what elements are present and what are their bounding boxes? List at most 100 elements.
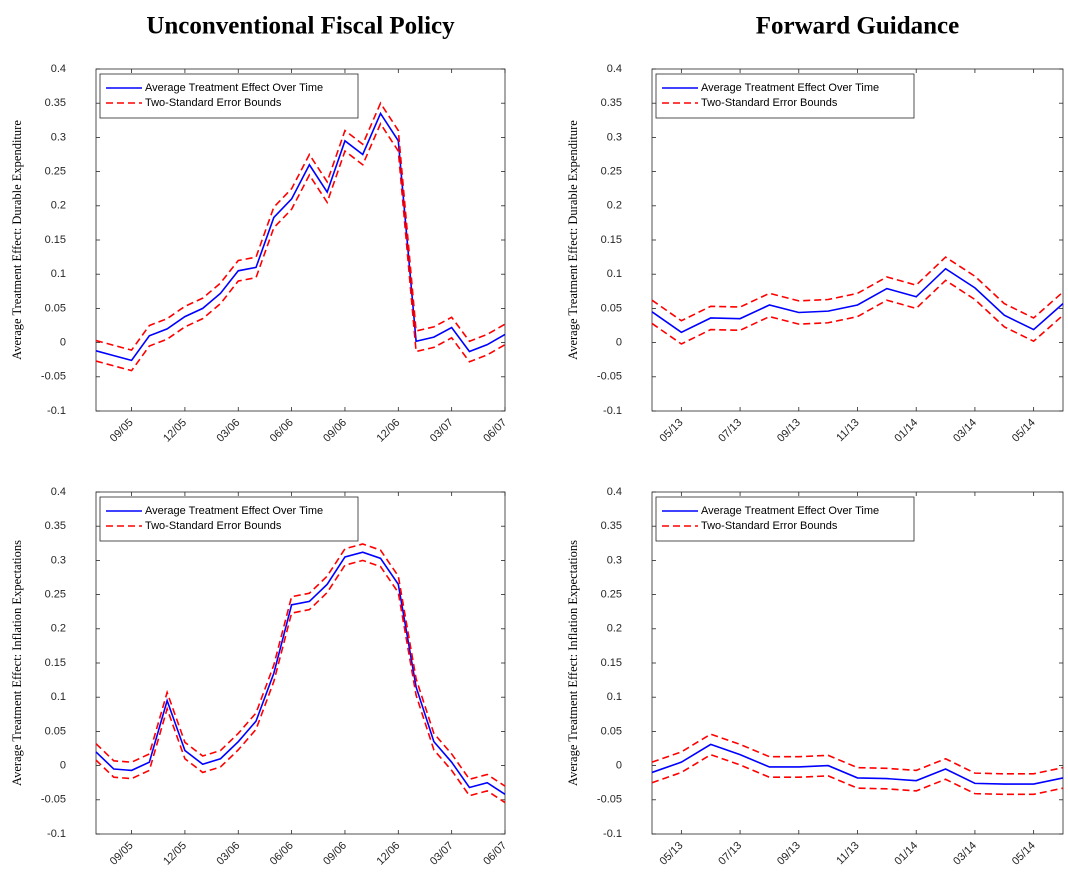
y-tick-label: -0.05 (41, 371, 66, 383)
x-tick-label: 06/06 (268, 840, 296, 868)
y-tick-label: 0.15 (601, 657, 622, 669)
y-tick-label: 0.05 (601, 302, 622, 314)
y-tick-label: 0.4 (607, 63, 622, 75)
legend-box (655, 73, 915, 119)
y-tick-label: 0.35 (601, 97, 622, 109)
x-tick-label: 06/07 (481, 840, 509, 868)
y-tick-label: 0.3 (51, 554, 66, 566)
x-tick-label: 05/14 (1010, 417, 1038, 445)
x-tick-label: 09/06 (321, 417, 349, 445)
x-tick-label: 03/07 (428, 417, 456, 445)
y-axis-label: Average Treatment Effect: Durable Expend… (566, 120, 580, 360)
y-tick-label: 0.1 (51, 268, 66, 280)
y-tick-label: 0.25 (45, 166, 66, 178)
y-tick-label: 0 (616, 337, 622, 349)
legend-label: Two-Standard Error Bounds (145, 520, 282, 532)
y-tick-label: 0.2 (607, 200, 622, 212)
x-tick-label: 01/14 (892, 840, 920, 868)
y-tick-label: 0.1 (51, 691, 66, 703)
x-tick-label: 09/05 (108, 840, 136, 868)
y-axis-label: Average Treatment Effect: Durable Expend… (10, 120, 24, 360)
panel-title: Unconventional Fiscal Policy (146, 13, 455, 40)
legend-box (655, 496, 915, 542)
legend-label: Average Treatment Effect Over Time (145, 82, 323, 94)
legend-label: Average Treatment Effect Over Time (145, 505, 323, 517)
y-tick-label: 0.35 (45, 520, 66, 532)
y-tick-label: 0.4 (51, 63, 66, 75)
y-tick-label: 0.1 (607, 691, 622, 703)
x-tick-label: 06/07 (481, 417, 509, 445)
y-tick-label: 0.05 (601, 725, 622, 737)
y-tick-label: -0.1 (603, 405, 622, 417)
series-line (95, 111, 506, 362)
y-axis-label: Average Treatment Effect: Inflation Expe… (566, 540, 580, 786)
y-tick-label: -0.1 (47, 828, 66, 840)
panel: Forward Guidance Average Treatment Effect… (566, 13, 1064, 445)
series-line (651, 743, 1064, 785)
legend-box (99, 73, 359, 119)
x-tick-label: 03/07 (428, 840, 456, 868)
series-line (651, 256, 1064, 322)
x-tick-label: 12/06 (375, 417, 403, 445)
plot-area (95, 491, 506, 835)
y-tick-label: 0.1 (607, 268, 622, 280)
y-tick-label: -0.1 (47, 405, 66, 417)
panel: Unconventional Fiscal Policy Average Trea… (10, 13, 509, 445)
x-tick-label: 03/06 (214, 417, 242, 445)
series-line (95, 551, 506, 795)
x-tick-label: 07/13 (716, 417, 744, 445)
legend-label: Two-Standard Error Bounds (145, 97, 282, 109)
y-tick-label: 0.4 (607, 486, 622, 498)
y-tick-label: 0.4 (51, 486, 66, 498)
x-tick-label: 11/13 (834, 417, 861, 444)
legend-box (99, 496, 359, 542)
x-tick-label: 05/13 (658, 840, 686, 868)
x-tick-label: 09/06 (321, 840, 349, 868)
y-tick-label: 0.25 (601, 166, 622, 178)
series-line (95, 559, 506, 804)
x-tick-label: 09/13 (775, 417, 803, 445)
y-tick-label: -0.05 (41, 794, 66, 806)
y-tick-label: -0.05 (597, 794, 622, 806)
panel: Average Treatment Effect: Inflation Expe… (566, 486, 1064, 868)
x-tick-label: 09/13 (775, 840, 803, 868)
y-tick-label: -0.05 (597, 371, 622, 383)
panel-title: Forward Guidance (756, 13, 959, 40)
x-tick-label: 12/05 (161, 417, 189, 445)
legend-label: Two-Standard Error Bounds (701, 97, 838, 109)
y-tick-label: 0.05 (45, 302, 66, 314)
plot-area (651, 491, 1064, 835)
x-tick-label: 05/13 (658, 417, 686, 445)
x-tick-label: 12/05 (161, 840, 189, 868)
y-tick-label: 0.3 (607, 131, 622, 143)
x-tick-label: 03/14 (951, 417, 979, 445)
x-tick-label: 01/14 (892, 417, 920, 445)
y-tick-label: 0.3 (51, 131, 66, 143)
y-tick-label: 0.15 (45, 657, 66, 669)
x-tick-label: 12/06 (375, 840, 403, 868)
series-line (651, 279, 1064, 345)
x-tick-label: 05/14 (1010, 840, 1038, 868)
panel: Average Treatment Effect: Inflation Expe… (10, 486, 509, 868)
x-tick-label: 03/06 (214, 840, 242, 868)
y-tick-label: 0.2 (607, 623, 622, 635)
y-tick-label: 0.05 (45, 725, 66, 737)
legend-label: Two-Standard Error Bounds (701, 520, 838, 532)
series-line (95, 101, 506, 352)
y-tick-label: 0.3 (607, 554, 622, 566)
series-line (651, 267, 1064, 334)
legend-label: Average Treatment Effect Over Time (701, 82, 879, 94)
y-tick-label: 0.25 (45, 589, 66, 601)
plot-area (651, 68, 1064, 412)
y-axis-label: Average Treatment Effect: Inflation Expe… (10, 540, 24, 786)
y-tick-label: 0.25 (601, 589, 622, 601)
x-tick-label: 07/13 (716, 840, 744, 868)
y-tick-label: 0.15 (601, 234, 622, 246)
y-tick-label: 0.2 (51, 623, 66, 635)
y-tick-label: 0.35 (601, 520, 622, 532)
series-line (95, 543, 506, 787)
y-tick-label: 0.35 (45, 97, 66, 109)
y-tick-label: 0 (616, 760, 622, 772)
x-tick-label: 11/13 (834, 840, 861, 867)
